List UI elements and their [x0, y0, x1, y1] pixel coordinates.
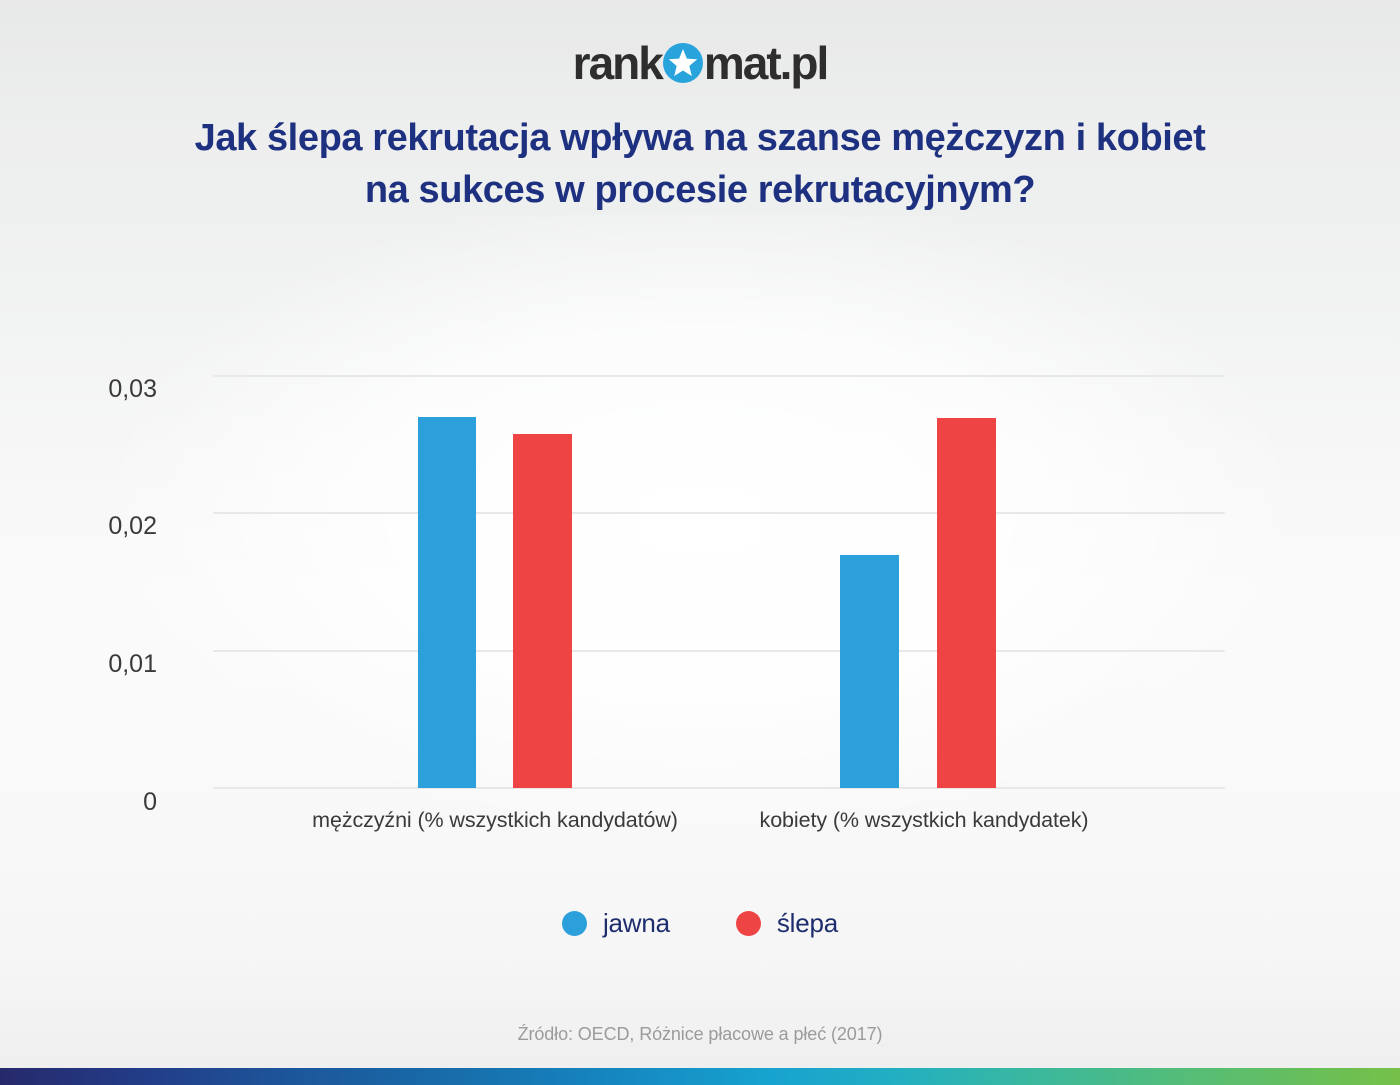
legend-item-jawna[interactable]: jawna	[561, 908, 670, 939]
legend-swatch-icon-slepa	[735, 911, 761, 936]
background-plot-sheen	[0, 215, 1400, 855]
bottom-accent-bar	[0, 1068, 1400, 1085]
plot-area	[213, 375, 1225, 789]
y-axis-tick-label: 0,03	[108, 375, 157, 403]
gridline-0.03	[213, 375, 1225, 377]
logo-text: rank mat.pl	[572, 37, 830, 89]
star-in-circle-icon	[662, 43, 703, 83]
y-axis-tick-label: 0,02	[108, 512, 157, 540]
gridline-0.01	[213, 650, 1225, 652]
legend-label-slepa: ślepa	[776, 908, 839, 938]
bar-kobiety-jawna	[840, 555, 899, 788]
legend-swatch-icon-jawna	[561, 911, 587, 936]
bar-kobiety-slepa	[937, 418, 996, 788]
source-note: Źródło: OECD, Różnice płacowe a płeć (20…	[517, 1024, 883, 1044]
gridline-0.02	[213, 512, 1225, 514]
y-axis-tick-label: 0	[143, 788, 157, 816]
brand-logo: rank mat.pl	[0, 40, 1400, 86]
bar-mezczyzni-jawna	[418, 417, 476, 788]
legend-label-jawna: jawna	[602, 908, 670, 938]
page-title: Jak ślepa rekrutacja wpływa na szanse mę…	[0, 112, 1400, 217]
x-axis-label-mezczyzni: mężczyźni (% wszystkich kandydatów)	[312, 808, 678, 832]
x-axis-label-kobiety: kobiety (% wszystkich kandydatek)	[759, 808, 1089, 832]
legend-item-slepa[interactable]: ślepa	[735, 908, 839, 939]
page-title-line-1: Jak ślepa rekrutacja wpływa na szanse mę…	[194, 117, 1206, 159]
logo-text-before: rank	[572, 37, 664, 89]
gridline-0	[213, 787, 1225, 789]
y-axis-tick-label: 0,01	[108, 650, 157, 678]
logo-text-after: mat.pl	[703, 37, 829, 89]
bar-mezczyzni-slepa	[513, 434, 572, 788]
chart-legend: jawna ślepa	[0, 908, 1400, 939]
page-title-line-2: na sukces w procesie rekrutacyjnym?	[364, 169, 1036, 212]
